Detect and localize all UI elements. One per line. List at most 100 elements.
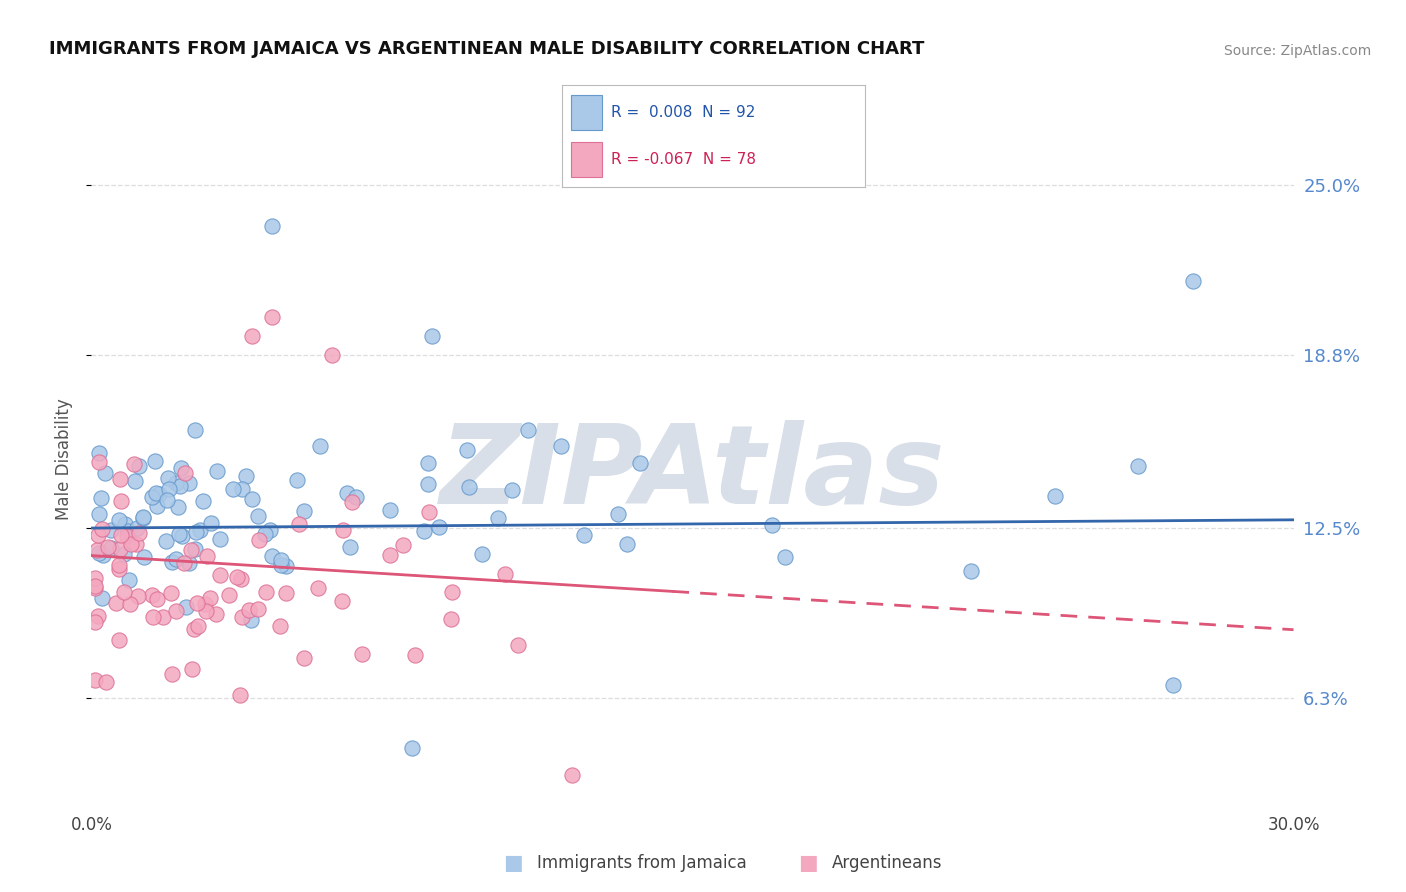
Text: ■: ■ — [799, 854, 818, 873]
Point — [229, 572, 252, 586]
Point — [122, 457, 145, 471]
Point — [247, 533, 270, 547]
Point — [183, 622, 205, 636]
Point — [572, 528, 595, 542]
Point — [165, 475, 187, 490]
Text: Immigrants from Jamaica: Immigrants from Jamaica — [537, 855, 747, 872]
Point — [207, 464, 229, 478]
Point — [1043, 489, 1066, 503]
Point — [169, 478, 191, 492]
Point — [471, 547, 494, 561]
Point — [84, 615, 107, 629]
Point — [143, 454, 166, 468]
Point — [84, 581, 107, 595]
Point — [607, 507, 630, 521]
Point — [239, 613, 262, 627]
Point — [120, 537, 142, 551]
Point — [84, 579, 107, 593]
Point — [260, 549, 283, 564]
Point — [155, 492, 177, 507]
Point — [187, 619, 209, 633]
Point — [458, 480, 481, 494]
Point — [148, 487, 170, 501]
Point — [287, 517, 309, 532]
Point — [240, 328, 263, 343]
Point — [773, 549, 796, 564]
Point — [260, 310, 283, 324]
Point — [194, 597, 217, 611]
Point — [506, 638, 529, 652]
Point — [134, 550, 156, 565]
Point — [96, 674, 118, 689]
Point — [516, 423, 538, 437]
Point — [184, 542, 207, 557]
Point — [118, 597, 141, 611]
Point — [308, 439, 330, 453]
Text: R =  0.008  N = 92: R = 0.008 N = 92 — [610, 105, 755, 120]
Point — [125, 521, 148, 535]
Point — [86, 542, 108, 557]
Point — [172, 529, 194, 543]
Point — [246, 602, 269, 616]
Point — [342, 494, 364, 508]
Point — [344, 490, 367, 504]
Point — [115, 529, 138, 543]
Point — [157, 482, 180, 496]
Point — [1182, 274, 1205, 288]
Point — [456, 442, 478, 457]
Point — [177, 475, 200, 490]
Point — [260, 219, 283, 233]
Text: R = -0.067  N = 78: R = -0.067 N = 78 — [610, 153, 756, 167]
Point — [128, 458, 150, 473]
Point — [90, 522, 112, 536]
Point — [420, 328, 443, 343]
Point — [412, 524, 434, 538]
Point — [416, 456, 439, 470]
Point — [197, 549, 219, 563]
Point — [228, 688, 250, 702]
Point — [180, 542, 202, 557]
Point — [165, 603, 187, 617]
Point — [87, 528, 110, 542]
Point — [166, 500, 188, 515]
Point — [173, 557, 195, 571]
Point — [112, 585, 135, 599]
Text: IMMIGRANTS FROM JAMAICA VS ARGENTINEAN MALE DISABILITY CORRELATION CHART: IMMIGRANTS FROM JAMAICA VS ARGENTINEAN M… — [49, 40, 925, 58]
Point — [238, 603, 260, 617]
Point — [200, 516, 222, 531]
Point — [84, 673, 107, 688]
Point — [254, 585, 277, 599]
Point — [550, 439, 572, 453]
Point — [165, 552, 187, 566]
Point — [84, 571, 107, 585]
Point — [141, 588, 163, 602]
Point — [501, 483, 523, 497]
Point — [174, 600, 197, 615]
Point — [110, 493, 132, 508]
Point — [208, 568, 231, 582]
Point — [307, 582, 329, 596]
Point — [1128, 458, 1150, 473]
Point — [418, 505, 440, 519]
Point — [616, 537, 638, 551]
Point — [145, 486, 167, 500]
Point — [350, 647, 373, 661]
Point — [118, 573, 141, 587]
Text: ZIPAtlas: ZIPAtlas — [440, 419, 945, 526]
Point — [114, 517, 136, 532]
Point — [124, 474, 146, 488]
Point — [90, 591, 112, 606]
Point — [440, 612, 463, 626]
Point — [235, 469, 257, 483]
Point — [378, 548, 401, 562]
Point — [110, 527, 132, 541]
Point — [401, 740, 423, 755]
Point — [90, 491, 112, 506]
Point — [440, 585, 463, 599]
Point — [194, 604, 217, 618]
Point — [191, 493, 214, 508]
Point — [160, 586, 183, 600]
Point — [157, 470, 180, 484]
Point — [108, 542, 131, 557]
Bar — [571, 142, 602, 177]
